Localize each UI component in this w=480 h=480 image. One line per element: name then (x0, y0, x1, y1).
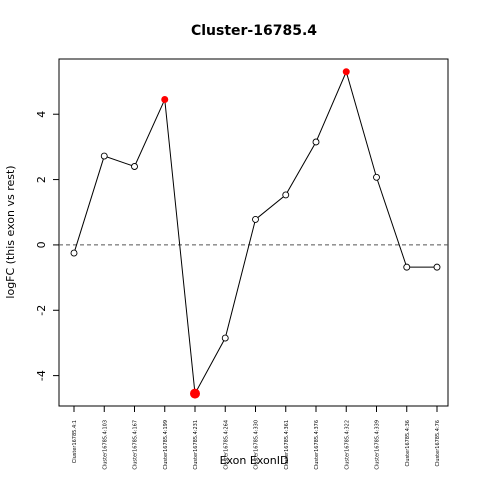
data-point (71, 250, 77, 256)
chart-title: Cluster-16785.4 (191, 23, 317, 39)
series-line (74, 72, 437, 394)
x-tick-label: Cluster16785.4:376 (314, 420, 320, 470)
data-point (253, 216, 259, 222)
y-axis-label: logFC (this exon vs rest) (4, 165, 17, 298)
y-tick-label: -4 (35, 370, 48, 381)
y-tick-label: -2 (35, 305, 48, 316)
x-tick-label: Cluster16785.4:167 (133, 420, 139, 470)
y-tick-label: 4 (35, 111, 48, 118)
x-tick-label: Cluster16785.4:76 (435, 420, 441, 466)
x-axis-label: Exon ExonID (220, 454, 289, 467)
data-points (71, 69, 440, 398)
data-point (101, 153, 107, 159)
data-point (374, 174, 380, 180)
x-tick-label: Cluster16785.4:322 (344, 420, 350, 470)
y-tick-label: 2 (35, 176, 48, 183)
x-tick-label: Cluster16785.4:231 (193, 420, 199, 470)
x-tick-label: Cluster16785.4:1 (72, 420, 78, 463)
x-tick-label: Cluster16785.4:339 (375, 420, 381, 470)
data-point (434, 264, 440, 270)
x-tick-label: Cluster16785.4:199 (163, 420, 169, 470)
data-point (222, 335, 228, 341)
highlighted-data-point (343, 69, 349, 75)
data-point (404, 264, 410, 270)
data-point (283, 192, 289, 198)
x-tick-label: Cluster16785.4:36 (405, 420, 411, 466)
highlighted-data-point (162, 97, 168, 103)
x-tick-label: Cluster16785.4:103 (102, 420, 108, 470)
y-axis: -4 -2 0 2 4 (35, 111, 59, 381)
data-point (132, 163, 138, 169)
data-point (313, 139, 319, 145)
plot-frame (59, 59, 448, 406)
highlighted-data-point (191, 389, 200, 398)
y-tick-label: 0 (35, 241, 48, 248)
